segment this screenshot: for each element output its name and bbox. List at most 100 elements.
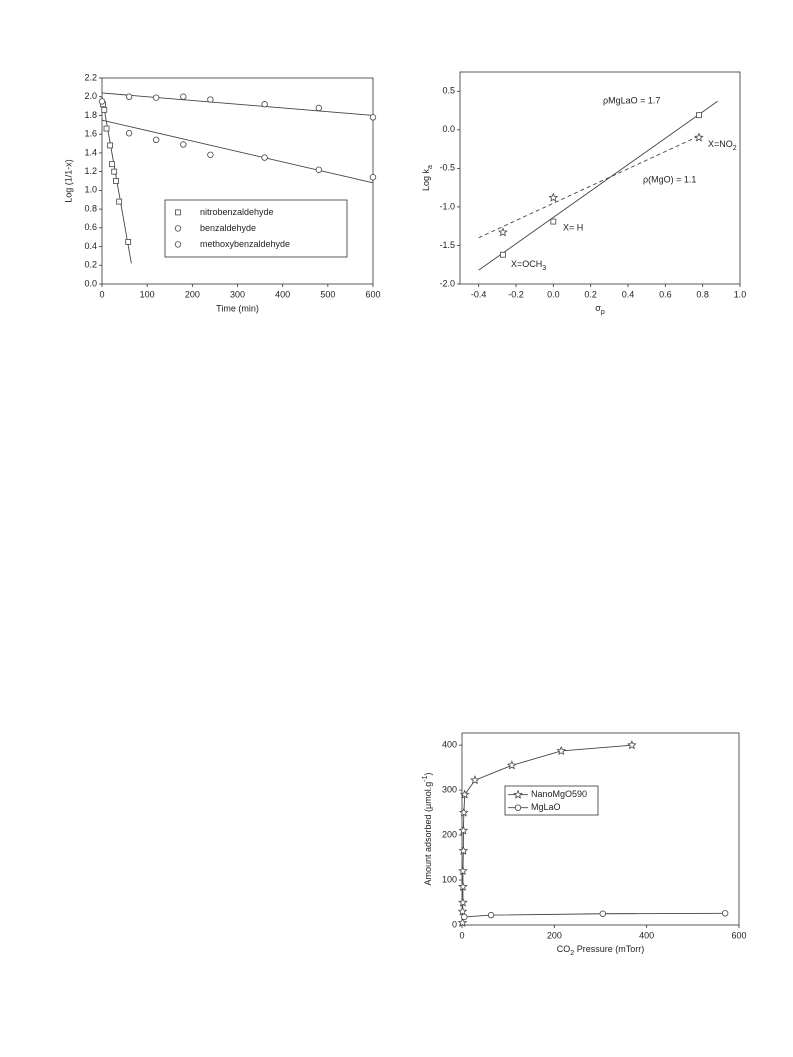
- x-tick-label: 300: [230, 289, 245, 299]
- x-tick-label: 0.0: [547, 289, 560, 299]
- x-tick-label: 0: [459, 930, 464, 940]
- marker: [498, 227, 508, 237]
- y-tick-label: -0.5: [439, 163, 455, 173]
- x-tick-label: 200: [547, 930, 562, 940]
- marker: [458, 825, 469, 835]
- marker: [152, 94, 160, 101]
- marker: [694, 132, 704, 142]
- x-axis-label-part: Pressure (mTorr): [574, 944, 644, 954]
- marker: [207, 151, 214, 158]
- marker: [500, 251, 506, 258]
- y-tick-label: -1.5: [439, 240, 455, 250]
- marker: [111, 168, 118, 175]
- y-tick-label: 0.0: [442, 124, 455, 134]
- legend-label: NanoMgO590: [531, 789, 587, 799]
- marker: [459, 807, 469, 817]
- y-tick-label: 1.6: [84, 129, 97, 139]
- y-tick-label: 0.0: [84, 278, 97, 288]
- marker: [721, 910, 729, 917]
- marker: [550, 218, 557, 225]
- marker: [116, 198, 123, 205]
- x-axis-label: σp: [595, 303, 605, 316]
- marker: [107, 142, 114, 149]
- marker: [514, 804, 522, 811]
- y-tick-label: 1.0: [84, 185, 97, 195]
- marker: [152, 136, 160, 143]
- y-tick-label: 0.2: [84, 260, 97, 270]
- y-axis-label: Amount adsorbed (μmol.g-1): [422, 773, 433, 886]
- marker: [180, 93, 187, 100]
- x-tick-label: 400: [275, 289, 290, 299]
- x-tick-label: 400: [639, 930, 654, 940]
- x-axis-label-part: p: [601, 309, 605, 316]
- marker: [457, 906, 468, 916]
- marker: [175, 209, 181, 216]
- marker: [458, 897, 468, 907]
- y-tick-label: 2.0: [84, 91, 97, 101]
- y-axis-label-part: Amount adsorbed (μmol.g: [423, 782, 433, 886]
- annotation: ρ(MgO) = 1.1: [643, 174, 696, 184]
- fit-line: [478, 100, 718, 271]
- y-axis-label-part: a: [427, 165, 434, 169]
- legend-box: [164, 199, 348, 258]
- marker: [461, 913, 468, 921]
- marker: [180, 141, 187, 148]
- y-axis-label-part: ): [423, 773, 433, 776]
- plot-frame: [459, 71, 741, 285]
- marker: [207, 96, 214, 103]
- marker: [487, 911, 495, 919]
- marker: [369, 174, 377, 181]
- annotation-part: X=OCH: [511, 259, 542, 269]
- x-tick-label: 200: [185, 289, 200, 299]
- y-tick-label: 1.8: [84, 110, 97, 120]
- y-tick-label: 0.6: [84, 222, 97, 232]
- x-tick-label: 0.6: [659, 289, 672, 299]
- x-tick-label: 100: [140, 289, 155, 299]
- series-line: [462, 744, 632, 923]
- marker: [174, 241, 182, 248]
- marker: [125, 130, 133, 137]
- annotation-part: X=NO: [708, 139, 733, 149]
- y-tick-label: 1.2: [84, 166, 97, 176]
- fit-line: [101, 92, 374, 116]
- annotation: ρMgLaO = 1.7: [603, 95, 660, 105]
- y-tick-label: -2.0: [439, 278, 455, 288]
- y-axis-label-part: Log k: [421, 168, 431, 191]
- annotation: X= H: [563, 222, 583, 232]
- x-tick-label: 600: [731, 930, 746, 940]
- marker: [125, 238, 132, 245]
- y-axis-label: Log (1/1-x): [63, 159, 73, 203]
- marker: [556, 745, 567, 756]
- legend-label: benzaldehyde: [200, 223, 256, 233]
- x-tick-label: 1.0: [734, 289, 747, 299]
- y-tick-label: 2.2: [84, 72, 97, 82]
- marker: [315, 166, 322, 173]
- y-tick-label: 200: [442, 829, 457, 839]
- x-tick-label: -0.2: [508, 289, 524, 299]
- marker: [470, 775, 480, 785]
- marker: [513, 789, 523, 799]
- y-tick-label: 0.8: [84, 203, 97, 213]
- marker: [369, 114, 377, 121]
- y-axis-label: Log ka: [421, 165, 434, 191]
- y-tick-label: 0.5: [442, 86, 455, 96]
- marker: [507, 760, 517, 770]
- x-tick-label: 600: [365, 289, 380, 299]
- fit-line: [478, 135, 700, 239]
- marker: [103, 125, 110, 132]
- marker: [457, 917, 468, 927]
- legend-label: methoxybenzaldehyde: [200, 239, 290, 249]
- y-tick-label: 300: [442, 784, 457, 794]
- marker: [113, 178, 119, 184]
- legend-label: MgLaO: [531, 802, 561, 812]
- y-tick-label: 0: [452, 919, 457, 929]
- marker: [599, 910, 607, 917]
- plot-frame: [101, 77, 374, 285]
- y-tick-label: 1.4: [84, 147, 97, 157]
- y-tick-label: 400: [442, 740, 457, 750]
- annotation-part: 3: [542, 265, 546, 272]
- fit-line: [101, 119, 374, 184]
- marker: [696, 112, 702, 119]
- x-axis-label: CO2 Pressure (mTorr): [557, 944, 644, 957]
